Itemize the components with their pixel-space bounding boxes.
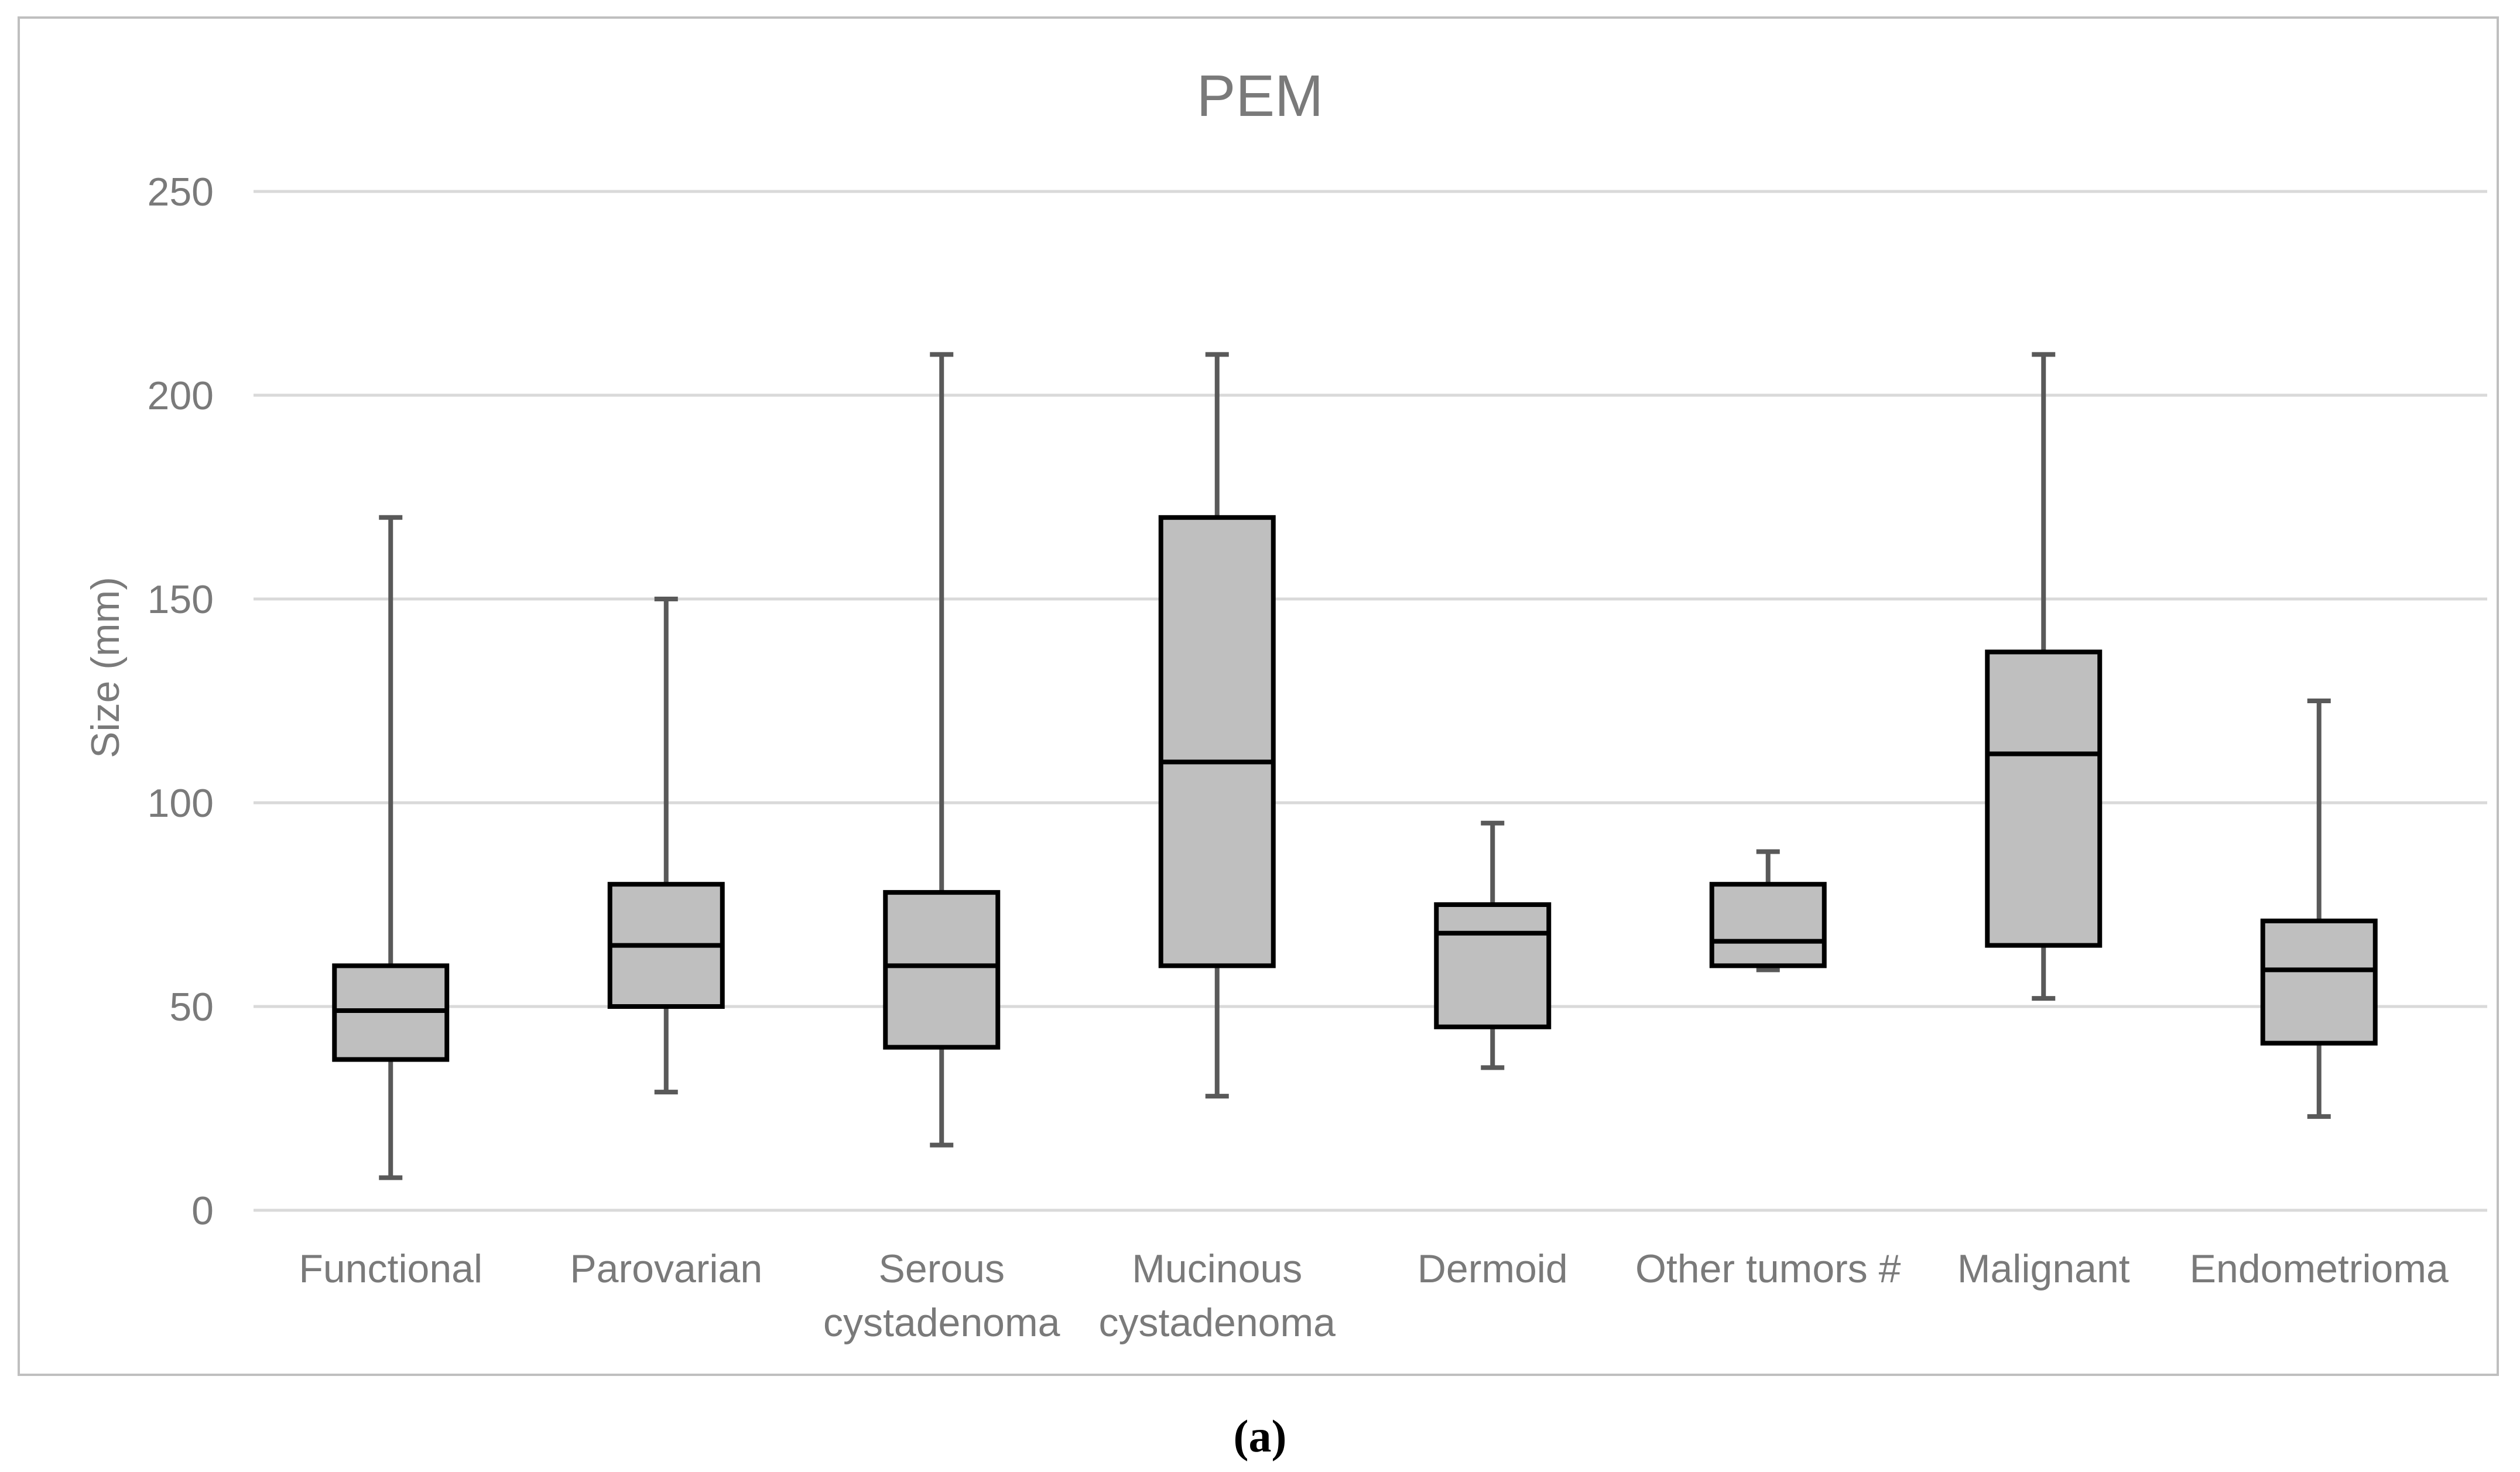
category-label-1: Parovarian — [570, 1247, 762, 1291]
y-tick-label-150: 150 — [148, 577, 214, 622]
figure-caption: (a) — [1233, 1411, 1287, 1461]
y-tick-label-0: 0 — [191, 1189, 214, 1233]
iqr-box — [2260, 918, 2378, 1046]
iqr-box — [883, 890, 1001, 1050]
box-group-0 — [332, 515, 450, 1180]
box-group-7 — [2260, 699, 2378, 1119]
category-label-4: Dermoid — [1418, 1247, 1568, 1291]
category-label-5: Other tumors # — [1635, 1247, 1901, 1291]
iqr-box — [1434, 902, 1552, 1029]
box-group-4 — [1434, 820, 1552, 1070]
box-group-3 — [1158, 352, 1276, 1099]
iqr-box — [1158, 515, 1276, 968]
iqr-box — [1985, 649, 2103, 948]
y-tick-label-250: 250 — [148, 170, 214, 214]
iqr-box — [1709, 882, 1827, 968]
chart-title: PEM — [1196, 63, 1324, 129]
box-group-1 — [607, 597, 725, 1095]
box-group-2 — [883, 352, 1001, 1148]
y-tick-label-100: 100 — [148, 781, 214, 826]
category-label-3: Mucinous — [1132, 1247, 1302, 1291]
category-label-3: cystadenoma — [1099, 1300, 1336, 1345]
box-group-6 — [1985, 352, 2103, 1001]
category-label-2: Serous — [879, 1247, 1005, 1291]
box-group-5 — [1709, 849, 1827, 973]
y-tick-label-50: 50 — [169, 985, 214, 1029]
category-label-7: Endometrioma — [2190, 1247, 2449, 1291]
category-label-6: Malignant — [1957, 1247, 2130, 1291]
y-tick-label-200: 200 — [148, 374, 214, 418]
category-label-2: cystadenoma — [823, 1300, 1060, 1345]
category-label-0: Functional — [299, 1247, 482, 1291]
